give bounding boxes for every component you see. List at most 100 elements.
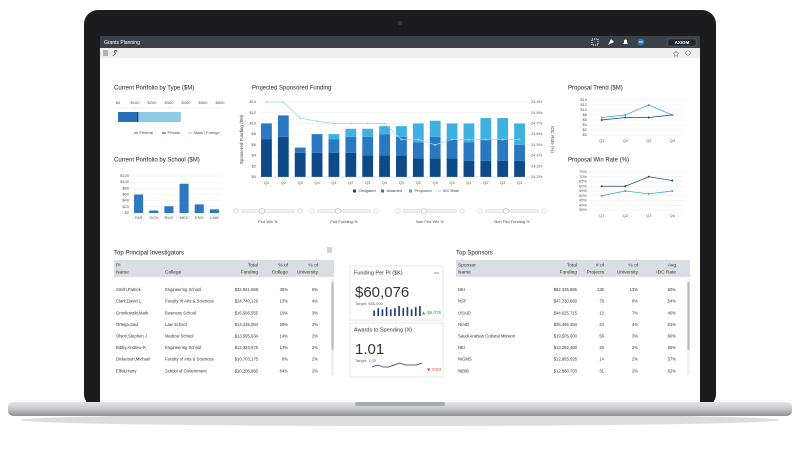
legend-label: IDC Rate: [443, 188, 460, 193]
slider-button[interactable]: [541, 208, 547, 214]
point: [600, 116, 603, 119]
legend-swatch: [381, 189, 384, 193]
y-tick-label: $6: [252, 142, 257, 147]
point: [624, 116, 627, 119]
spark-bar: [414, 307, 417, 316]
slider-knob[interactable]: [259, 208, 265, 214]
line: [601, 114, 673, 121]
slider-button[interactable]: [233, 208, 239, 214]
point: [647, 104, 650, 106]
slider-button[interactable]: [309, 208, 315, 214]
bar-segment: [118, 112, 137, 122]
slider-track: [402, 209, 458, 213]
table-cell: Saudi Arabian Cultural Mission: [458, 334, 516, 339]
x-tick-label: Q4: [517, 180, 523, 185]
y-tick-label: $10: [249, 120, 256, 125]
slider-track: [484, 209, 540, 213]
y-tick-label: $100: [120, 179, 130, 184]
point: [349, 122, 352, 125]
point: [332, 122, 335, 125]
slider-button[interactable]: [373, 208, 379, 214]
x-tick-label: Q3: [365, 180, 371, 185]
table-cell: 4%: [312, 299, 318, 304]
table-cell: School of Government: [165, 368, 208, 373]
bar-segment: [412, 123, 424, 143]
user-badge[interactable]: [637, 38, 645, 46]
slider-button[interactable]: [395, 208, 401, 214]
spark-bar: [373, 310, 375, 316]
bar-segment: [294, 152, 306, 177]
table-cell: 2%: [312, 334, 318, 339]
table-cell: 35%: [280, 287, 289, 292]
bar-segment: [396, 126, 407, 137]
slider-button[interactable]: [297, 208, 303, 214]
bar-segment: [396, 136, 407, 156]
legend-label: State / Foreign: [194, 130, 220, 135]
point: [647, 116, 650, 119]
column-header: College: [165, 269, 182, 275]
scrollbar-thumb[interactable]: [331, 282, 334, 350]
list-icon[interactable]: [327, 247, 332, 253]
x-tick-label: Q2: [348, 180, 354, 185]
slider-knob[interactable]: [421, 208, 427, 214]
x-tick-label: Q4: [670, 138, 676, 143]
spark-bar: [398, 306, 400, 316]
slider-track: [316, 209, 372, 213]
spark-bar: [385, 307, 388, 316]
point: [624, 114, 627, 116]
menu-icon[interactable]: [103, 50, 108, 56]
kpi-target: Target: 1.05: [355, 358, 377, 363]
column-header: % of: [628, 262, 638, 268]
bar-segment: [311, 134, 323, 153]
wrench-icon[interactable]: [112, 50, 118, 57]
x-tick-label: MED: [180, 215, 189, 220]
y-tick-label: $40: [122, 198, 129, 203]
y-tick-label: $6: [583, 117, 588, 122]
slider-knob[interactable]: [503, 208, 509, 214]
bar-segment: [429, 158, 441, 177]
kpi-delta: $5,076: [427, 310, 441, 315]
point: [647, 175, 650, 178]
shadow: [20, 414, 780, 426]
point: [451, 138, 454, 141]
pin-icon[interactable]: [608, 39, 614, 45]
column-header: Name: [116, 269, 129, 275]
bar-segment: [362, 136, 374, 156]
y-tick-label: $20: [122, 204, 129, 209]
legend-label: Proposed: [415, 188, 432, 193]
column-header: Funding: [560, 269, 578, 275]
point: [600, 194, 603, 197]
apps-icon[interactable]: [591, 38, 599, 46]
favorite-icon[interactable]: [672, 50, 680, 57]
y-tick-label: $120: [120, 173, 130, 178]
bar-segment: [396, 155, 407, 177]
table-cell: NIBIB: [458, 368, 469, 373]
slider-knob[interactable]: [335, 208, 341, 214]
table-cell: Dickerson,Michael: [116, 357, 150, 362]
slider-button[interactable]: [459, 208, 465, 214]
slider-button[interactable]: [477, 208, 483, 214]
bar-segment: [345, 152, 357, 177]
bell-icon[interactable]: [623, 39, 628, 45]
table-cell: 6%: [282, 357, 288, 362]
bar-segment: [446, 139, 458, 159]
bar: [164, 206, 174, 213]
table-cell: 24: [599, 322, 604, 327]
bar-segment: [294, 147, 306, 153]
table-cell: Elliot,Harry: [116, 368, 137, 373]
spark-bar: [419, 306, 421, 316]
table-cell: USAID: [458, 310, 471, 315]
kpi-target: Target: $55,000: [355, 301, 384, 306]
slider-track: [240, 209, 296, 213]
table-cell: 2%: [312, 357, 318, 362]
bar-segment: [277, 115, 289, 137]
kpi-title: Funding Per PI ($K): [354, 270, 403, 276]
y-tick-label: $2: [583, 127, 588, 132]
x-tick-label: $200: [148, 100, 158, 105]
x-tick-label: ENG: [195, 215, 204, 220]
legend-label: Federal: [140, 130, 154, 135]
scrollbar-thumb[interactable]: [687, 282, 690, 350]
help-icon[interactable]: [685, 50, 691, 56]
table-cell: Smith,Patrick: [116, 287, 142, 292]
bar-segment: [480, 118, 492, 140]
